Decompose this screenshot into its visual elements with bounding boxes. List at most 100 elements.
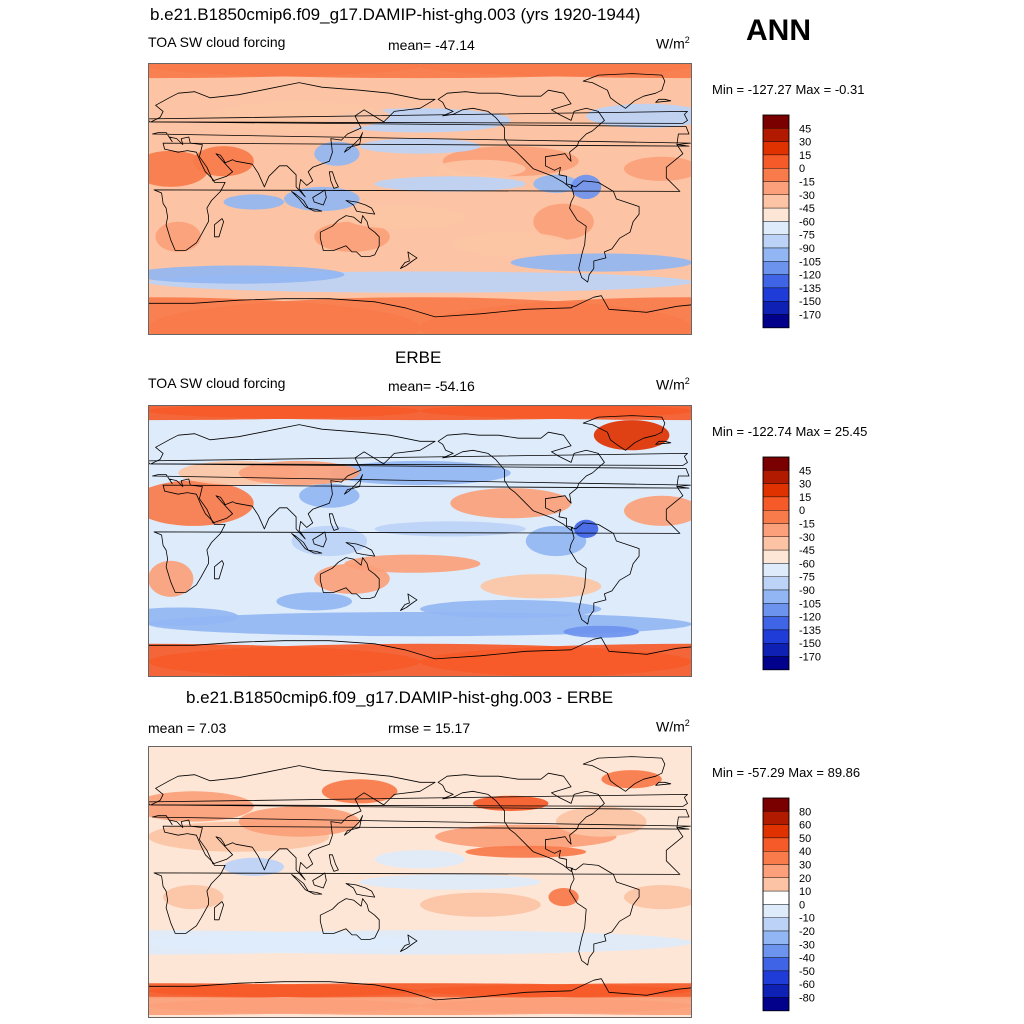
coastline xyxy=(437,772,605,872)
contour-region xyxy=(193,146,254,177)
colorbar-frame xyxy=(762,114,790,329)
colorbar-tick-label: -105 xyxy=(799,598,821,610)
panel-2-map xyxy=(148,405,692,677)
panel-1-minmax: Min = -127.27 Max = -0.31 xyxy=(712,82,865,97)
colorbar-swatch xyxy=(762,917,790,932)
colorbar-tick-label: -15 xyxy=(799,519,815,531)
colorbar-tick-label: -105 xyxy=(799,256,821,268)
coastline xyxy=(291,533,309,551)
coastline xyxy=(344,474,363,495)
contour-region xyxy=(148,612,692,637)
colorbar-swatch xyxy=(762,864,790,879)
coastline xyxy=(345,883,376,898)
coastline xyxy=(345,200,376,215)
colorbar-tick-label: -170 xyxy=(799,310,821,322)
contour-region xyxy=(465,845,587,858)
coastline xyxy=(214,560,224,580)
colorbar-swatch xyxy=(762,944,790,958)
contour-region xyxy=(223,194,284,210)
contour-region xyxy=(435,159,526,178)
contour-region xyxy=(148,265,345,284)
coastline xyxy=(214,218,224,238)
colorbar-swatch xyxy=(762,890,790,905)
colorbar-swatch xyxy=(762,642,790,657)
coastline xyxy=(582,415,666,451)
colorbar-swatch xyxy=(762,314,790,329)
contour-region xyxy=(586,103,692,128)
colorbar-tick-label: -15 xyxy=(799,177,815,189)
contour-region xyxy=(284,186,360,212)
coastline xyxy=(655,781,672,786)
colorbar-tick-label: 0 xyxy=(799,505,805,517)
panel-1-units: W/m2 xyxy=(656,35,690,52)
colorbar-tick-label: 10 xyxy=(799,886,811,898)
coastline xyxy=(400,593,418,611)
colorbar-swatch xyxy=(762,656,790,671)
coastline xyxy=(582,73,666,109)
coastline xyxy=(319,557,380,599)
colorbar-swatch xyxy=(762,234,790,249)
panel-1-title: b.e21.B1850cmip6.f09_g17.DAMIP-hist-ghg.… xyxy=(150,5,641,24)
coastline xyxy=(569,863,640,966)
colorbar-tick-label: -10 xyxy=(799,913,815,925)
coastline xyxy=(328,513,339,531)
contour-region xyxy=(359,138,481,154)
panel-2-field xyxy=(148,405,692,677)
colorbar-tick-label: -120 xyxy=(799,270,821,282)
coastline xyxy=(345,542,376,557)
colorbar-swatch xyxy=(762,563,790,577)
coastline xyxy=(655,98,672,103)
coastline xyxy=(312,189,327,206)
coastline xyxy=(148,794,688,807)
colorbar-tick-label: 30 xyxy=(799,137,811,149)
contour-region xyxy=(374,176,526,192)
panel-2-variable-label: TOA SW cloud forcing xyxy=(148,375,286,391)
contour-region xyxy=(420,956,692,975)
contour-region xyxy=(148,480,254,526)
coastline xyxy=(153,484,690,593)
colorbar-swatch xyxy=(762,456,790,471)
colorbar-swatch xyxy=(762,797,790,812)
colorbar-tick-label: -30 xyxy=(799,532,815,544)
contour-region xyxy=(420,996,692,1015)
contour-region xyxy=(563,625,640,638)
coastline xyxy=(153,825,690,934)
contour-region xyxy=(548,888,579,907)
colorbar-tick-label: 40 xyxy=(799,846,811,858)
panel-3-units-base: W/m xyxy=(656,718,685,735)
panel-1-map-frame xyxy=(148,63,692,335)
contour-region xyxy=(420,599,602,619)
colorbar-swatch xyxy=(762,851,790,865)
colorbar-swatch xyxy=(762,483,790,498)
panel-3-minmax: Min = -57.29 Max = 89.86 xyxy=(712,765,861,780)
coastline xyxy=(319,898,380,940)
contour-region xyxy=(624,156,692,181)
contour-region xyxy=(480,574,602,599)
panel-3-rmse-label: rmse = 15.17 xyxy=(388,720,471,736)
contour-region xyxy=(299,483,360,508)
colorbar-swatch xyxy=(762,970,790,985)
coastline xyxy=(148,453,688,466)
panel-1-map xyxy=(148,63,692,335)
panel-3-mean-label: mean = 7.03 xyxy=(148,720,227,736)
colorbar-swatch xyxy=(762,629,790,644)
colorbar-tick-label: -20 xyxy=(799,926,815,938)
colorbar-tick-label: 15 xyxy=(799,150,811,162)
colorbar-tick-label: 60 xyxy=(799,820,811,832)
coastline xyxy=(148,295,692,335)
colorbar-tick-label: 80 xyxy=(799,806,811,818)
colorbar-swatch xyxy=(762,997,790,1012)
colorbar-tick-label: -120 xyxy=(799,612,821,624)
colorbar-tick-label: -40 xyxy=(799,953,815,965)
contour-region xyxy=(420,892,541,917)
colorbar-tick-label: -170 xyxy=(799,652,821,664)
colorbar-swatch xyxy=(762,837,790,852)
panel-1-mean-label: mean= -47.14 xyxy=(388,37,475,53)
coastline xyxy=(148,978,692,1018)
contour-region xyxy=(593,420,670,451)
coastline xyxy=(569,180,640,283)
colorbar-tick-label: 30 xyxy=(799,860,811,872)
